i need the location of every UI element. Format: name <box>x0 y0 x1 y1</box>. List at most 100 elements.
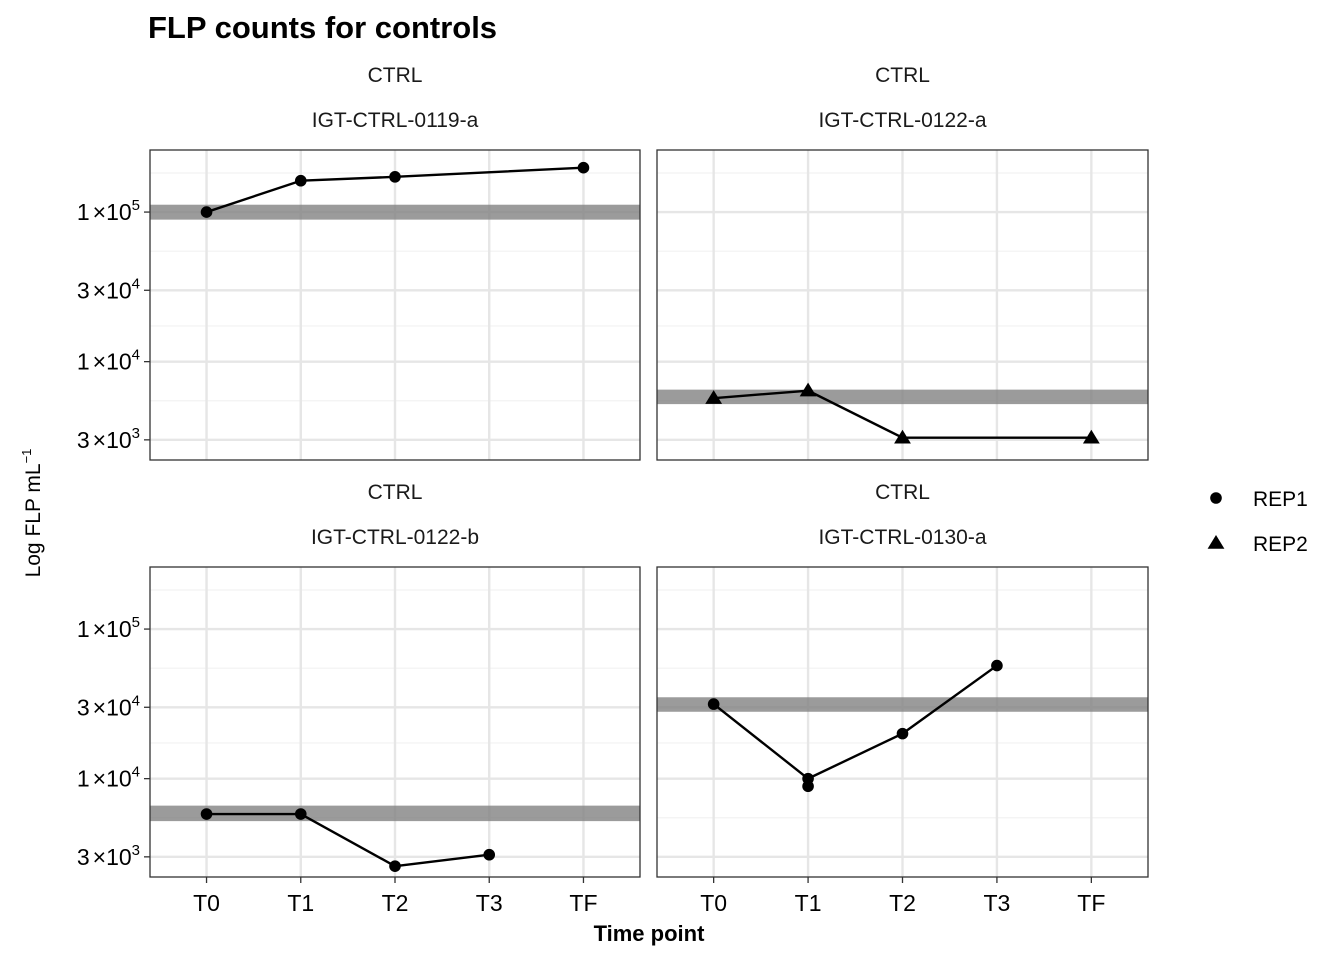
y-tick-times: × <box>93 766 106 792</box>
y-tick-base: 10 <box>106 349 132 375</box>
facet-panel: CTRL IGT-CTRL-0122-b <box>149 481 641 878</box>
facet-panel: CTRL IGT-CTRL-0122-a <box>656 64 1149 461</box>
panels: CTRLIGT-CTRL-0119-aCTRLIGT-CTRL-0122-aCT… <box>149 64 1149 878</box>
facet-panel: CTRL IGT-CTRL-0130-a <box>656 481 1149 878</box>
reference-band <box>150 805 640 822</box>
y-tick-label: 1 ×105 <box>77 614 140 642</box>
x-tick-label: T3 <box>476 890 503 916</box>
strip-label-id: IGT-CTRL-0122-a <box>818 109 986 132</box>
data-point-circle <box>802 780 814 793</box>
x-tick-label: T3 <box>984 890 1011 916</box>
y-tick-exponent: 4 <box>132 347 140 364</box>
reference-band <box>150 204 640 220</box>
facet-panel: CTRL IGT-CTRL-0119-a <box>149 64 641 461</box>
strip-label-group: CTRL <box>368 64 423 87</box>
y-tick-label: 3 ×103 <box>77 842 140 870</box>
x-tick-label: T0 <box>193 890 220 916</box>
y-tick-exponent: 3 <box>132 842 140 859</box>
data-point-circle <box>483 848 496 861</box>
data-point-triangle <box>705 390 723 404</box>
data-point-circle <box>577 161 590 174</box>
data-point-triangle <box>799 382 817 397</box>
data-point-circle <box>389 171 401 183</box>
strip-label-id: IGT-CTRL-0119-a <box>312 109 479 132</box>
data-point-circle <box>896 727 909 740</box>
strip-label-group: CTRL <box>875 481 930 504</box>
y-tick-base: 10 <box>106 844 132 870</box>
series-line-rep2 <box>713 389 1092 439</box>
panel-border <box>149 149 641 461</box>
x-tick-label: T0 <box>700 890 727 916</box>
y-tick-mantissa: 1 <box>77 349 90 375</box>
y-tick-label: 3 ×104 <box>77 275 140 303</box>
legend-label: REP2 <box>1253 533 1308 556</box>
reference-band <box>657 697 1148 712</box>
y-tick-label: 3 ×104 <box>77 692 140 720</box>
y-tick-times: × <box>93 427 106 453</box>
x-tick-label: T1 <box>795 890 822 916</box>
y-tick-times: × <box>93 199 106 225</box>
strip-label-group: CTRL <box>875 64 930 87</box>
y-tick-base: 10 <box>106 199 132 225</box>
legend-entry-rep2: REP2 <box>1207 533 1308 556</box>
strip-label-group: CTRL <box>368 481 423 504</box>
series-line-rep1 <box>206 812 490 868</box>
data-point-circle <box>707 698 720 710</box>
panel-border <box>656 149 1149 461</box>
legend-key-circle <box>1210 492 1222 504</box>
y-tick-base: 10 <box>106 427 132 453</box>
series-line-rep1 <box>712 664 998 780</box>
y-tick-mantissa: 1 <box>77 766 90 792</box>
data-point-circle <box>294 174 307 187</box>
y-tick-label: 1 ×104 <box>77 764 140 792</box>
chart-title: FLP counts for controls <box>148 10 497 45</box>
x-tick-label: TF <box>569 890 597 916</box>
y-tick-times: × <box>93 616 106 642</box>
y-tick-label: 1 ×105 <box>77 197 140 225</box>
x-tick-label: T2 <box>382 890 409 916</box>
data-point-triangle <box>894 429 911 444</box>
y-tick-mantissa: 3 <box>77 844 90 870</box>
y-tick-mantissa: 3 <box>77 427 90 453</box>
y-tick-exponent: 5 <box>132 197 140 214</box>
legend-key-triangle <box>1207 535 1225 549</box>
legend: REP1 REP2 <box>1207 488 1308 556</box>
y-tick-label: 3 ×103 <box>77 425 140 453</box>
y-tick-base: 10 <box>106 616 132 642</box>
y-tick-times: × <box>93 349 106 375</box>
y-tick-mantissa: 1 <box>77 616 90 642</box>
y-tick-times: × <box>93 844 106 870</box>
y-tick-base: 10 <box>106 277 132 303</box>
y-tick-mantissa: 3 <box>77 277 90 303</box>
y-tick-mantissa: 1 <box>77 199 90 225</box>
x-tick-label: T1 <box>287 890 314 916</box>
y-tick-times: × <box>93 277 106 303</box>
series-line-rep1 <box>206 166 584 214</box>
y-tick-exponent: 4 <box>132 692 140 709</box>
data-point-circle <box>294 808 307 820</box>
strip-label-id: IGT-CTRL-0122-b <box>311 526 479 549</box>
data-point-circle <box>991 659 1003 672</box>
legend-entry-rep1: REP1 <box>1210 488 1308 511</box>
y-axis-title-text: Log FLP mL <box>22 463 45 577</box>
data-point-circle <box>389 860 401 872</box>
y-tick-label: 1 ×104 <box>77 347 140 375</box>
y-axis-title-superscript: −1 <box>19 449 34 464</box>
strip-label-id: IGT-CTRL-0130-a <box>818 526 986 549</box>
x-tick-label: T2 <box>889 890 916 916</box>
legend-label: REP1 <box>1253 488 1308 511</box>
y-tick-exponent: 4 <box>132 764 140 781</box>
y-tick-exponent: 3 <box>132 425 140 442</box>
y-tick-exponent: 4 <box>132 275 140 292</box>
y-tick-times: × <box>93 694 106 720</box>
y-tick-base: 10 <box>106 766 132 792</box>
x-axis-title: Time point <box>594 921 705 946</box>
y-tick-mantissa: 3 <box>77 694 90 720</box>
y-tick-exponent: 5 <box>132 614 140 631</box>
data-point-circle <box>200 206 213 218</box>
data-point-triangle <box>1082 429 1100 444</box>
data-point-circle <box>200 808 213 820</box>
y-tick-base: 10 <box>106 694 132 720</box>
